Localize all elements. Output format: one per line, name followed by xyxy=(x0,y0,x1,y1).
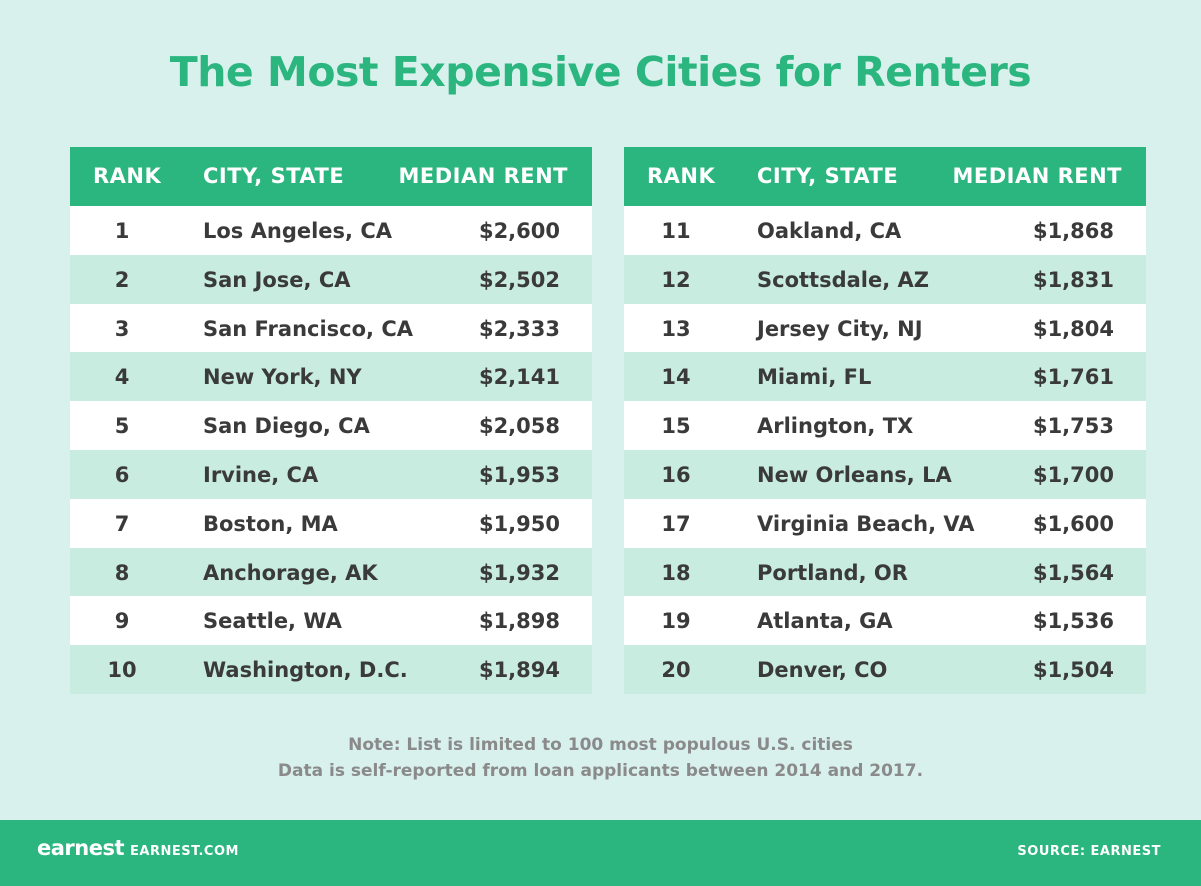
table-row: 4 New York, NY $2,141 xyxy=(70,352,592,402)
table-header: RANK CITY, STATE MEDIAN RENT xyxy=(624,147,1146,206)
rank: 3 xyxy=(114,316,130,341)
table-row: 14 Miami, FL $1,761 xyxy=(624,352,1146,402)
table-row: 15 Arlington, TX $1,753 xyxy=(624,401,1146,450)
rank: 7 xyxy=(114,511,130,536)
rent: $2,333 xyxy=(478,316,560,341)
table-row: 7 Boston, MA $1,950 xyxy=(70,498,592,548)
rank: 18 xyxy=(661,560,691,585)
rent: $1,894 xyxy=(478,658,560,683)
city: Denver, CO xyxy=(757,658,888,683)
rank: 13 xyxy=(661,316,691,341)
table-row: 20 Denver, CO $1,504 xyxy=(624,645,1146,694)
rent: $1,700 xyxy=(1032,463,1114,487)
city: Los Angeles, CA xyxy=(203,219,392,243)
column-header: MEDIAN RENT xyxy=(952,164,1122,188)
city: Virginia Beach, VA xyxy=(757,511,975,536)
table-row: 11 Oakland, CA $1,868 xyxy=(624,206,1146,255)
rent: $1,932 xyxy=(478,560,560,585)
rent: $1,868 xyxy=(1032,219,1114,243)
column-header: CITY, STATE xyxy=(757,164,899,188)
table-row: 10 Washington, D.C. $1,894 xyxy=(70,645,592,694)
table-row: 3 San Francisco, CA $2,333 xyxy=(70,303,592,353)
city: Anchorage, AK xyxy=(203,560,378,585)
column-header: RANK xyxy=(647,164,716,188)
table-row: 2 San Jose, CA $2,502 xyxy=(70,254,592,304)
rank: 9 xyxy=(114,609,130,634)
city: Boston, MA xyxy=(203,511,338,536)
rent: $1,504 xyxy=(1032,658,1114,683)
column-header: MEDIAN RENT xyxy=(398,164,568,188)
rank: 19 xyxy=(661,609,691,634)
rent: $1,950 xyxy=(478,511,560,536)
rank: 2 xyxy=(114,267,130,292)
city: San Francisco, CA xyxy=(203,316,414,341)
city: Oakland, CA xyxy=(757,219,902,243)
footer: earnest EARNEST.COM SOURCE: EARNEST xyxy=(0,820,1201,886)
rent: $2,141 xyxy=(478,365,560,390)
rent: $2,600 xyxy=(478,219,560,243)
rent: $1,898 xyxy=(478,609,560,634)
url: EARNEST.COM xyxy=(130,844,239,859)
rank: 17 xyxy=(661,511,691,536)
rent: $1,804 xyxy=(1032,316,1114,341)
table-row: 16 New Orleans, LA $1,700 xyxy=(624,450,1146,499)
table-row: 8 Anchorage, AK $1,932 xyxy=(70,547,592,597)
city: San Diego, CA xyxy=(203,414,370,439)
table-row: 19 Atlanta, GA $1,536 xyxy=(624,596,1146,646)
rent: $1,753 xyxy=(1032,414,1114,439)
rank: 20 xyxy=(661,658,691,683)
table-row: 13 Jersey City, NJ $1,804 xyxy=(624,303,1146,353)
table-row: 5 San Diego, CA $2,058 xyxy=(70,401,592,450)
rent: $1,831 xyxy=(1032,267,1114,292)
rent: $1,600 xyxy=(1032,511,1114,536)
city: New Orleans, LA xyxy=(757,463,952,487)
rent: $1,536 xyxy=(1032,609,1114,634)
table-row: 18 Portland, OR $1,564 xyxy=(624,547,1146,597)
rent: $1,761 xyxy=(1032,365,1114,390)
rent: $2,058 xyxy=(478,414,560,439)
table-row: 9 Seattle, WA $1,898 xyxy=(70,596,592,646)
city: Arlington, TX xyxy=(757,414,914,439)
rank: 11 xyxy=(661,219,691,243)
rent: $1,953 xyxy=(478,463,560,487)
city: Seattle, WA xyxy=(203,609,342,634)
city: Portland, OR xyxy=(757,560,908,585)
rank: 4 xyxy=(114,365,130,390)
source: SOURCE: EARNEST xyxy=(1017,844,1161,859)
rank: 5 xyxy=(114,414,130,439)
city: Irvine, CA xyxy=(203,463,319,487)
table-header: RANK CITY, STATE MEDIAN RENT xyxy=(70,147,592,206)
rank: 12 xyxy=(661,267,691,292)
table-row: 1 Los Angeles, CA $2,600 xyxy=(70,206,592,255)
rank: 16 xyxy=(661,463,691,487)
city: Scottsdale, AZ xyxy=(757,267,929,292)
note: Data is self-reported from loan applican… xyxy=(277,761,924,781)
column-header: CITY, STATE xyxy=(203,164,345,188)
column-header: RANK xyxy=(93,164,162,188)
table-row: 12 Scottsdale, AZ $1,831 xyxy=(624,254,1146,304)
table-row: 17 Virginia Beach, VA $1,600 xyxy=(624,498,1146,548)
rank: 10 xyxy=(107,658,137,683)
note: Note: List is limited to 100 most populo… xyxy=(348,735,853,755)
rank: 8 xyxy=(114,560,130,585)
title: The Most Expensive Cities for Renters xyxy=(169,48,1032,96)
city: Atlanta, GA xyxy=(757,609,893,634)
table-row: 6 Irvine, CA $1,953 xyxy=(70,450,592,499)
rent: $1,564 xyxy=(1032,560,1114,585)
rank: 6 xyxy=(114,463,130,487)
rank: 1 xyxy=(114,219,130,243)
city: Jersey City, NJ xyxy=(757,316,923,341)
city: San Jose, CA xyxy=(203,267,351,292)
logo: earnest xyxy=(37,836,125,860)
city: Miami, FL xyxy=(757,365,872,390)
rank: 14 xyxy=(661,365,691,390)
rank: 15 xyxy=(661,414,691,439)
city: Washington, D.C. xyxy=(203,658,408,683)
city: New York, NY xyxy=(203,365,362,390)
rent: $2,502 xyxy=(478,267,560,292)
